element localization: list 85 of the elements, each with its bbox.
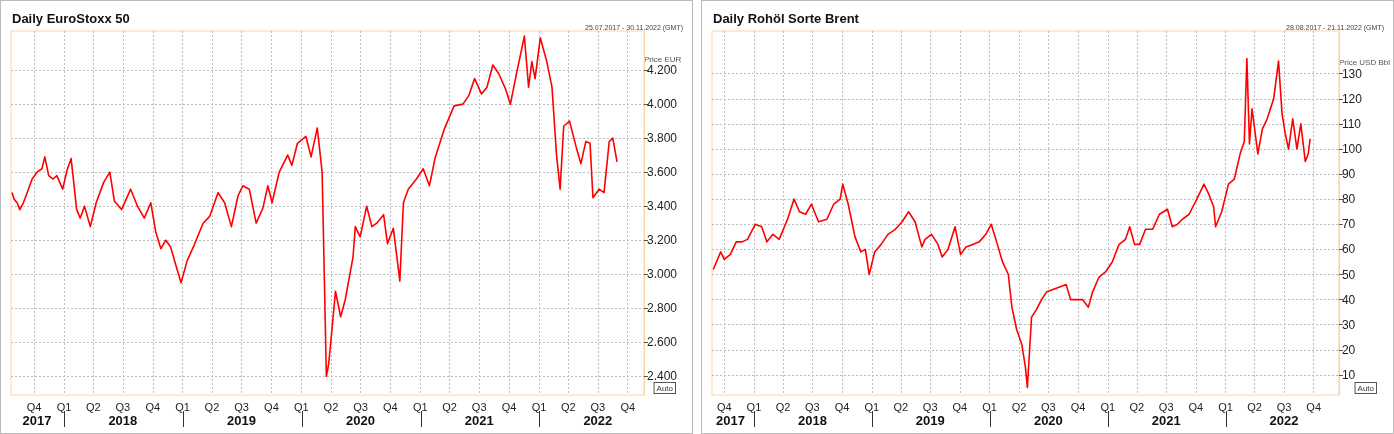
x-tick-label: Q4: [26, 400, 42, 413]
y-tick-label: 10: [1341, 367, 1356, 382]
y-tick-label: 50: [1341, 267, 1356, 282]
x-tick-label: Q2: [1129, 400, 1145, 413]
x-tick-label: Q1: [1218, 400, 1233, 413]
x-tick-label: Q4: [383, 400, 398, 413]
y-tick-label: 100: [1341, 141, 1363, 156]
x-tick-label: Q3: [1158, 400, 1174, 413]
x-tick-label: Q4: [1306, 400, 1322, 413]
x-tick-label: Q2: [323, 400, 339, 413]
x-tick-label: Q3: [115, 400, 131, 413]
x-tick-label: Q2: [442, 400, 457, 413]
x-tick-label: Q2: [893, 400, 909, 413]
x2-tick-label: 2018: [108, 413, 138, 428]
y-tick-label: 90: [1341, 167, 1356, 182]
y-tick-label: 3.000: [647, 267, 678, 282]
x-tick-label: Q3: [471, 400, 487, 413]
x2-tick-label: 2017: [22, 413, 52, 428]
y-tick-label: 3.800: [647, 131, 678, 146]
x2-tick-label: 2018: [797, 413, 827, 428]
line-series: [11, 35, 618, 378]
x-tick-label: Q3: [590, 400, 606, 413]
x2-tick-label: 2019: [227, 413, 256, 428]
y-tick-label: 4.000: [647, 97, 678, 112]
x-tick-label: Q1: [293, 400, 309, 413]
x-tick-label: Q3: [353, 400, 368, 413]
y-tick-label: 3.400: [647, 199, 678, 214]
x-tick-label: Q2: [204, 400, 220, 413]
y-axis-title: Price USD Bbl: [1338, 58, 1391, 68]
y-tick-label: 110: [1341, 116, 1362, 131]
y-tick-label: 2.600: [647, 335, 678, 350]
x-tick-label: Q2: [560, 400, 576, 413]
x-tick-label: Q1: [982, 400, 997, 413]
x-tick-label: Q1: [746, 400, 762, 413]
x-tick-label: Q4: [716, 400, 732, 413]
y-tick-label: 120: [1341, 91, 1363, 106]
x2-tick-label: 2020: [346, 413, 375, 428]
y-tick-label: 4.200: [647, 63, 678, 78]
x2-tick-label: 2017: [715, 413, 745, 428]
x-tick-label: Q4: [501, 400, 517, 413]
x-tick-label: Q1: [56, 400, 72, 413]
y-tick-label: 2.800: [647, 301, 678, 316]
x-tick-label: Q4: [834, 400, 850, 413]
y-tick-label: 3.200: [647, 233, 678, 248]
x-tick-label: Q3: [922, 400, 938, 413]
chart-title: Daily EuroStoxx 50: [12, 11, 130, 26]
text: Auto: [1357, 383, 1375, 393]
x-tick-label: Q3: [234, 400, 249, 413]
line-series: [712, 57, 1311, 389]
x2-tick-label: 2022: [583, 413, 613, 428]
x-tick-label: Q4: [952, 400, 968, 413]
y-tick-label: 20: [1341, 342, 1356, 357]
y-tick-label: 40: [1341, 292, 1356, 307]
x-tick-label: Q2: [85, 400, 101, 413]
y-tick-label: 70: [1341, 217, 1356, 232]
y-tick-label: 2.400: [647, 369, 678, 384]
x-tick-label: Q3: [805, 400, 820, 413]
x-tick-label: Q4: [620, 400, 636, 413]
x2-tick-label: 2021: [464, 413, 494, 428]
x-tick-label: Q1: [864, 400, 880, 413]
x-tick-label: Q1: [1100, 400, 1116, 413]
x2-tick-label: 2020: [1033, 413, 1063, 428]
x-tick-label: Q4: [1070, 400, 1086, 413]
chart-title: Daily Rohöl Sorte Brent: [713, 11, 860, 26]
y-tick-label: 130: [1341, 66, 1363, 81]
y-tick-label: 30: [1341, 317, 1356, 332]
x-tick-label: Q4: [264, 400, 279, 413]
x-tick-label: Q3: [1276, 400, 1292, 413]
y-tick-label: 60: [1341, 242, 1356, 257]
y-tick-label: 3.600: [647, 165, 678, 180]
y-axis-title: Price EUR: [644, 54, 682, 64]
x-tick-label: Q4: [1188, 400, 1204, 413]
x2-tick-label: 2021: [1151, 413, 1181, 428]
x-tick-label: Q3: [1041, 400, 1056, 413]
y-tick-label: 80: [1341, 192, 1356, 207]
x-tick-label: Q1: [412, 400, 428, 413]
x-tick-label: Q4: [145, 400, 161, 413]
text: Auto: [656, 383, 674, 393]
x2-tick-label: 2019: [915, 413, 945, 428]
x-tick-label: Q1: [531, 400, 547, 413]
x2-tick-label: 2022: [1269, 413, 1299, 428]
x-tick-label: Q1: [175, 400, 190, 413]
x-tick-label: Q2: [1011, 400, 1027, 413]
x-tick-label: Q2: [775, 400, 791, 413]
x-tick-label: Q2: [1247, 400, 1262, 413]
